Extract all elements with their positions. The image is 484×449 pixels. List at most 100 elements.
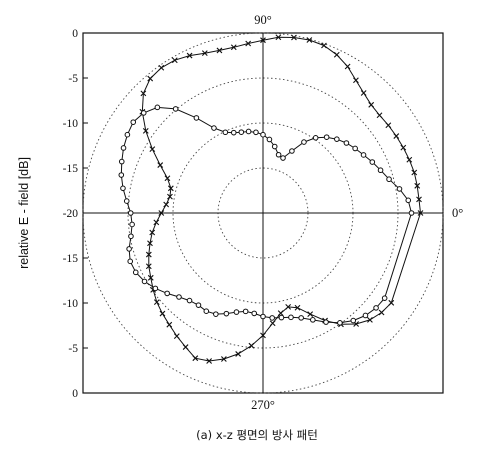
- data-point-o: [360, 152, 367, 158]
- data-point-x: [388, 299, 395, 306]
- data-point-x: [140, 90, 147, 97]
- data-point-x: [157, 162, 164, 168]
- figure-caption: (a) x-z 평면의 방사 패턴: [196, 428, 318, 442]
- data-point-x: [167, 193, 173, 200]
- data-point-x: [260, 332, 266, 339]
- data-point-o: [408, 210, 415, 216]
- data-point-x: [153, 299, 160, 305]
- y-axis-label: relative E - field [dB]: [17, 157, 31, 269]
- series-layer: [118, 34, 424, 364]
- data-point-o: [323, 319, 329, 325]
- data-point-o: [154, 104, 161, 111]
- data-point-x: [153, 219, 160, 226]
- data-point-x: [414, 182, 421, 189]
- tick-label: -5: [68, 73, 78, 85]
- angle-label-90: 90°: [254, 13, 272, 27]
- data-point-o: [350, 317, 357, 324]
- angle-label-270: 270°: [251, 398, 275, 412]
- data-point-x: [245, 40, 252, 47]
- data-point-o: [120, 185, 126, 192]
- data-point-x: [368, 101, 375, 108]
- data-point-x: [400, 144, 407, 151]
- data-point-o: [280, 155, 286, 161]
- data-point-o: [127, 210, 134, 216]
- data-point-o: [120, 145, 127, 151]
- data-point-x: [158, 210, 165, 216]
- data-point-o: [172, 106, 179, 112]
- tick-label: -5: [68, 343, 78, 355]
- data-point-x: [248, 342, 255, 349]
- data-point-x: [306, 37, 313, 43]
- data-point-o: [381, 295, 388, 301]
- data-point-x: [147, 75, 154, 82]
- data-point-x: [230, 44, 237, 51]
- data-point-x: [192, 355, 199, 362]
- radial-tick-labels: 0 -5 -10 -15 -20 -15 -10 -5 0: [63, 28, 88, 400]
- tick-label: 0: [72, 28, 78, 40]
- data-point-x: [260, 37, 266, 44]
- data-point-x: [201, 50, 208, 57]
- tick-label: -20: [63, 208, 79, 220]
- data-point-o: [129, 221, 135, 228]
- data-point-x: [406, 156, 413, 163]
- data-point-o: [132, 269, 139, 276]
- data-point-x: [145, 251, 152, 258]
- data-point-o: [230, 129, 237, 136]
- data-point-o: [211, 125, 217, 131]
- data-point-o: [386, 176, 392, 183]
- data-point-o: [271, 143, 278, 150]
- data-point-x: [182, 344, 189, 350]
- data-point-x: [269, 320, 276, 327]
- data-point-x: [167, 185, 174, 192]
- data-point-x: [416, 196, 422, 203]
- data-point-x: [291, 34, 297, 41]
- tick-label: -10: [63, 298, 79, 310]
- data-point-o: [123, 198, 130, 204]
- data-point-o: [269, 315, 275, 321]
- data-point-x: [216, 47, 223, 54]
- data-point-o: [396, 186, 403, 192]
- data-point-x: [171, 57, 178, 64]
- data-point-o: [278, 314, 285, 321]
- data-point-o: [127, 258, 134, 265]
- data-point-o: [275, 151, 282, 158]
- data-point-x: [321, 42, 327, 49]
- data-point-o: [126, 246, 132, 252]
- data-point-o: [193, 115, 200, 121]
- data-point-x: [385, 122, 392, 129]
- data-point-x: [142, 128, 149, 134]
- data-point-o: [141, 278, 148, 285]
- data-point-x: [393, 133, 400, 139]
- data-point-o: [323, 134, 330, 140]
- data-point-x: [275, 34, 282, 41]
- data-point-x: [277, 310, 284, 317]
- data-point-o: [242, 308, 249, 315]
- data-point-o: [343, 140, 350, 146]
- data-point-o: [118, 172, 125, 178]
- data-point-o: [124, 131, 131, 138]
- data-point-o: [289, 148, 295, 154]
- data-point-o: [223, 310, 230, 317]
- data-point-x: [147, 240, 153, 247]
- data-point-o: [245, 128, 252, 135]
- data-point-o: [203, 308, 210, 315]
- data-point-o: [288, 314, 294, 321]
- data-point-o: [238, 129, 245, 135]
- data-point-x: [285, 303, 292, 310]
- data-point-o: [164, 290, 170, 297]
- data-point-o: [176, 294, 182, 300]
- data-point-x: [206, 358, 213, 364]
- data-point-o: [310, 317, 316, 323]
- axes-lines: [83, 33, 443, 393]
- data-point-x: [378, 309, 385, 316]
- data-point-x: [344, 63, 351, 70]
- data-point-x: [333, 51, 340, 58]
- data-point-x: [367, 317, 373, 323]
- tick-label: -10: [63, 118, 79, 130]
- data-point-o: [373, 305, 379, 311]
- data-point-o: [334, 136, 340, 142]
- data-point-o: [253, 129, 259, 136]
- data-point-x: [145, 263, 152, 270]
- data-point-o: [140, 110, 147, 116]
- data-point-o: [260, 313, 266, 320]
